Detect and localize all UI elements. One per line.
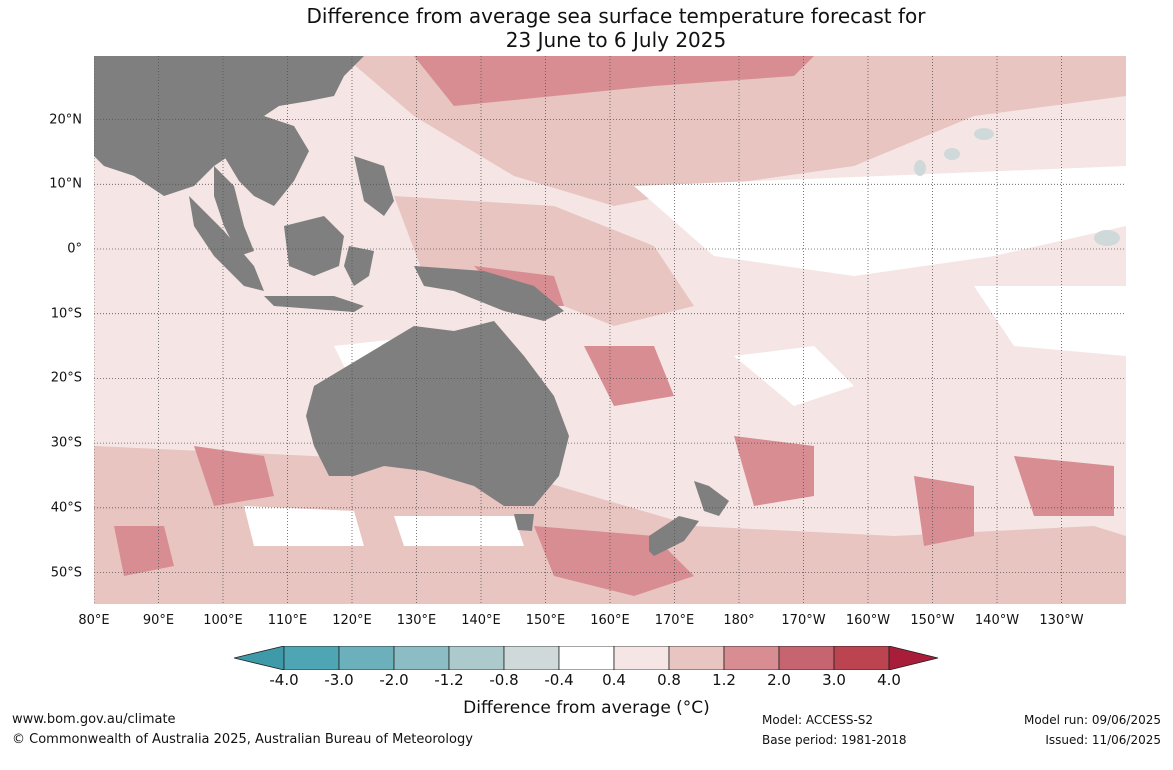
longitude-label: 80°E xyxy=(78,613,110,628)
anomaly-region xyxy=(394,196,694,326)
landmass-tasmania xyxy=(514,514,534,531)
latitude-label: 10°N xyxy=(49,176,82,192)
longitude-label: 130°W xyxy=(1039,613,1084,628)
landmass-asia xyxy=(94,56,364,196)
anomaly-region xyxy=(634,166,1126,276)
landmass-australia xyxy=(306,321,569,506)
colorbar-label: -0.8 xyxy=(489,671,519,689)
latitude-label: 50°S xyxy=(50,565,82,580)
latitude-label: 20°N xyxy=(49,112,82,128)
colorbar-extend-low xyxy=(234,646,285,670)
cool-anomaly xyxy=(914,160,926,176)
landmass-new-guinea xyxy=(414,266,564,321)
colorbar-bin xyxy=(338,646,395,670)
longitude-label: 150°W xyxy=(910,613,955,628)
longitude-label: 180° xyxy=(723,613,755,628)
longitude-label: 160°W xyxy=(845,613,891,628)
anomaly-region xyxy=(394,516,524,546)
anomaly-region xyxy=(974,286,1126,356)
latitude-label: 30°S xyxy=(50,435,82,451)
copyright-notice: © Commonwealth of Australia 2025, Austra… xyxy=(12,732,473,747)
longitude-label: 160°E xyxy=(590,613,630,628)
colorbar-bin xyxy=(723,646,780,670)
anomaly-region xyxy=(734,346,854,406)
colorbar-title: Difference from average (°C) xyxy=(463,698,710,718)
anomaly-region xyxy=(194,446,274,506)
colorbar-bin xyxy=(668,646,725,670)
colorbar-label: 0.8 xyxy=(657,671,681,689)
landmass-new-zealand-north xyxy=(694,481,729,516)
issued-date: Issued: 11/06/2025 xyxy=(1045,733,1161,747)
map-title: Difference from average sea surface temp… xyxy=(0,4,1173,52)
longitude-label: 130°E xyxy=(396,613,437,628)
title-line-2: 23 June to 6 July 2025 xyxy=(505,28,727,52)
graticule xyxy=(94,56,1126,604)
anomaly-region xyxy=(114,526,174,576)
anomaly-region xyxy=(1014,456,1114,516)
cool-anomaly xyxy=(944,148,960,160)
colorbar-extend-high xyxy=(888,646,939,670)
anomaly-region xyxy=(734,436,814,506)
colorbar xyxy=(234,646,939,670)
cool-anomaly xyxy=(1094,230,1120,246)
colorbar-bin xyxy=(558,646,615,670)
longitude-label: 170°E xyxy=(654,613,695,628)
longitude-label: 100°E xyxy=(203,613,243,628)
longitude-label: 90°E xyxy=(142,613,175,628)
anomaly-region xyxy=(584,346,674,406)
colorbar-bin xyxy=(503,646,560,670)
title-line-1: Difference from average sea surface temp… xyxy=(306,4,926,28)
website-link[interactable]: www.bom.gov.au/climate xyxy=(12,712,176,727)
longitude-label: 150°E xyxy=(525,613,566,628)
landmass-sulawesi xyxy=(344,246,374,286)
colorbar-bin xyxy=(448,646,505,670)
longitude-label: 140°W xyxy=(974,613,1020,628)
colorbar-bin xyxy=(778,646,835,670)
latitude-label: 0° xyxy=(67,241,82,257)
latitude-label: 20°S xyxy=(50,370,82,386)
latitude-label: 10°S xyxy=(50,306,82,322)
landmass-malay-peninsula xyxy=(214,166,254,256)
anomaly-region xyxy=(244,506,364,546)
colorbar-bin xyxy=(833,646,890,670)
colorbar-label: 1.2 xyxy=(712,671,736,689)
colorbar-label: 3.0 xyxy=(822,671,846,689)
model-name: Model: ACCESS-S2 xyxy=(762,713,874,727)
landmass-sumatra xyxy=(189,196,264,291)
landmass-borneo xyxy=(284,216,344,276)
longitude-label: 110°E xyxy=(267,613,308,628)
colorbar-label: 2.0 xyxy=(767,671,791,689)
landmass-indochina xyxy=(224,116,309,206)
model-run-date: Model run: 09/06/2025 xyxy=(1023,713,1161,727)
colorbar-label: -0.4 xyxy=(544,671,574,689)
landmass-philippines xyxy=(354,156,394,216)
colorbar-label: 0.4 xyxy=(602,671,626,689)
cool-anomaly xyxy=(974,128,994,140)
longitude-label: 170°W xyxy=(781,613,826,628)
latitude-label: 40°S xyxy=(50,500,82,516)
colorbar-label: -1.2 xyxy=(434,671,464,689)
sst-anomaly-map xyxy=(94,56,1126,604)
landmass-java xyxy=(264,296,364,312)
colorbar-label: -4.0 xyxy=(269,671,299,689)
colorbar-label: -2.0 xyxy=(379,671,409,689)
colorbar-label: 4.0 xyxy=(877,671,901,689)
colorbar-bin xyxy=(393,646,450,670)
base-period: Base period: 1981-2018 xyxy=(762,733,907,747)
colorbar-bin xyxy=(283,646,340,670)
colorbar-label: -3.0 xyxy=(324,671,354,689)
anomaly-region xyxy=(414,56,814,106)
longitude-label: 140°E xyxy=(461,613,501,628)
anomaly-region xyxy=(914,476,974,546)
longitude-label: 120°E xyxy=(332,613,372,628)
landmass-new-zealand-south xyxy=(649,516,699,556)
land xyxy=(94,56,729,556)
colorbar-bin xyxy=(613,646,670,670)
